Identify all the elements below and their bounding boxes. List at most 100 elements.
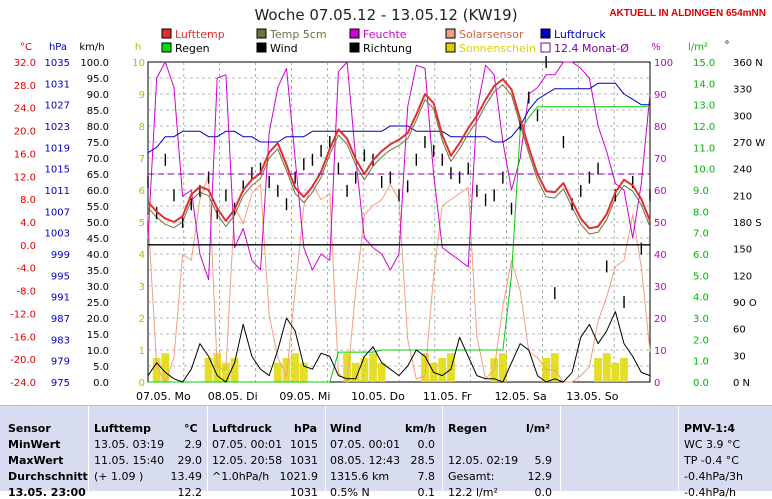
kmh-axis-tick: 60.0	[87, 186, 109, 197]
percent-axis-tick: 30	[654, 282, 667, 293]
legend-swatch	[445, 28, 456, 39]
celsius-axis-tick: 8.0	[20, 195, 36, 206]
sensor-header: Sensor	[8, 422, 51, 435]
sunshine-bar	[369, 353, 377, 382]
lufttemp-max-value: 29.0	[177, 454, 203, 467]
direction-axis-tick: 240	[733, 165, 752, 176]
legend-swatch	[349, 28, 360, 39]
hours-axis-tick: 2	[139, 314, 145, 325]
pmv-trend1h: -0.4hPa/h	[684, 486, 736, 499]
temp5cm-line	[147, 84, 651, 235]
celsius-axis-tick: 20.0	[14, 127, 36, 138]
direction-axis-tick: 30	[733, 351, 746, 362]
hpa-axis-tick: 1027	[45, 101, 70, 112]
luftdruck-max-time: 12.05. 20:58	[212, 454, 283, 467]
x-day-label: 11.05. Fr	[423, 390, 472, 403]
direction-axis-tick: 300	[733, 111, 752, 122]
sunshine-bar	[498, 353, 507, 382]
hours-axis-tick: 0	[139, 378, 145, 389]
rain-axis-tick: 13.0	[693, 101, 715, 112]
legend-label: Wind	[270, 42, 298, 55]
legend-swatch	[445, 42, 456, 53]
wind-avg-value: 7.8	[417, 470, 436, 483]
kmh-axis-tick: 0.0	[93, 378, 109, 389]
rain-axis-tick: 12.0	[693, 122, 715, 133]
rain-axis-tick: 14.0	[693, 79, 715, 90]
hours-axis-tick: 7	[139, 154, 145, 165]
kmh-axis-tick: 95.0	[87, 74, 109, 85]
hpa-axis-tick: 1023	[45, 122, 70, 133]
pmv-taupunkt: TP -0.4 °C	[684, 454, 739, 467]
legend-label: Lufttemp	[175, 28, 225, 41]
regen-current-value: 0.0	[534, 486, 553, 499]
percent-axis-tick: 50	[654, 218, 667, 229]
celsius-axis-tick: 16.0	[14, 149, 36, 160]
row-label-avg: Durchschnitt	[8, 470, 88, 483]
legend-swatch	[256, 28, 267, 39]
wind-max-time: 08.05. 12:43	[330, 454, 401, 467]
wind-max-value: 28.5	[410, 454, 436, 467]
sunshine-bar	[438, 358, 447, 382]
weather-chart: 32.028.024.020.016.012.08.04.00.0-4.0-8.…	[10, 28, 765, 403]
direction-axis-tick: 0 N	[733, 378, 750, 389]
x-day-label: 13.05. So	[566, 390, 618, 403]
celsius-axis-tick: 12.0	[14, 172, 36, 183]
kmh-axis-tick: 20.0	[87, 314, 109, 325]
luftdruck-avg-value: 1021.9	[279, 470, 319, 483]
hours-axis-tick: 8	[139, 122, 145, 133]
wind-min-value: 0.0	[417, 438, 436, 451]
hpa-axis-tick: 999	[51, 250, 70, 261]
luftdruck-current-value: 1031	[290, 486, 318, 499]
sunshine-bar	[213, 353, 222, 382]
rain-axis-tick: 6.0	[693, 250, 709, 261]
lufttemp-min-time: 13.05. 03:19	[94, 438, 165, 451]
direction-axis-tick: 150	[733, 245, 752, 256]
sunshine-bar	[204, 358, 213, 382]
hpa-axis-tick: 991	[51, 293, 70, 304]
rain-axis-tick: 5.0	[693, 271, 709, 282]
x-day-label: 12.05. Sa	[495, 390, 547, 403]
direction-axis-tick: 210	[733, 191, 752, 202]
direction-axis-tick: 180 S	[733, 218, 762, 229]
percent-axis-tick: 10	[654, 346, 667, 357]
luftdruck-min-time: 07.05. 00:01	[212, 438, 283, 451]
direction-axis-tick: 330	[733, 85, 752, 96]
hpa-axis-tick: 1003	[45, 229, 70, 240]
hpa-axis-label: hPa	[49, 42, 67, 53]
rain-axis-tick: 7.0	[693, 229, 709, 240]
regen-header: Regen	[448, 422, 488, 435]
kmh-axis-tick: 35.0	[87, 266, 109, 277]
hpa-axis-tick: 1019	[45, 143, 70, 154]
direction-axis-tick: 270 W	[733, 138, 765, 149]
celsius-axis-tick: 4.0	[20, 218, 36, 229]
percent-axis-tick: 100	[654, 58, 673, 69]
hours-axis-tick: 4	[139, 250, 145, 261]
kmh-axis-tick: 30.0	[87, 282, 109, 293]
kmh-axis-tick: 65.0	[87, 170, 109, 181]
legend-swatch	[540, 42, 551, 53]
hours-axis-tick: 1	[139, 346, 145, 357]
sunshine-bar	[152, 358, 161, 382]
sunshine-bar	[377, 362, 386, 382]
luftdruck-max-value: 1031	[290, 454, 318, 467]
sunshine-bar	[594, 358, 602, 382]
percent-axis-tick: 20	[654, 314, 667, 325]
legend-label: Feuchte	[363, 28, 407, 41]
rain-axis-tick: 1.0	[693, 357, 709, 368]
lufttemp-avg-value: 13.49	[170, 470, 203, 483]
regen-month: 12.2 l/m²	[448, 486, 498, 499]
luftdruck-header: Luftdruck	[212, 422, 272, 435]
rain-axis-tick: 0.0	[693, 378, 709, 389]
hpa-axis-tick: 1015	[45, 165, 70, 176]
luftdruck-min-value: 1015	[290, 438, 318, 451]
lufttemp-header: Lufttemp	[94, 422, 151, 435]
sunshine-bar	[343, 353, 351, 382]
direction-axis-tick: 90 O	[733, 298, 757, 309]
celsius-axis-tick: -8.0	[16, 287, 36, 298]
celsius-axis-tick: 0.0	[20, 241, 36, 252]
hpa-axis-tick: 1031	[45, 79, 70, 90]
lufttemp-avg-note: (+ 1.09 )	[94, 470, 144, 483]
direction-axis-label: °	[725, 40, 730, 51]
hpa-axis-tick: 995	[51, 271, 70, 282]
hours-axis-tick: 3	[139, 282, 145, 293]
